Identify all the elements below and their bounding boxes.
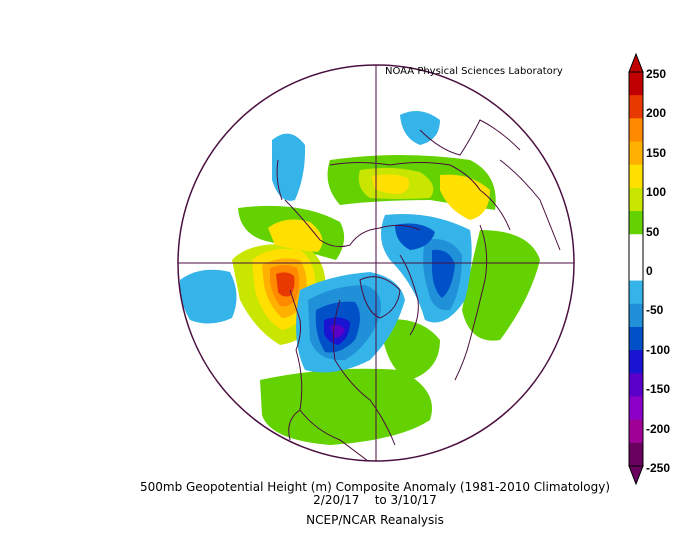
colorbar-tick-label: -250 bbox=[646, 461, 671, 475]
colorbar-segment bbox=[629, 164, 643, 189]
colorbar-segment bbox=[629, 419, 643, 444]
colorbar-segment bbox=[629, 234, 643, 258]
anomaly-positive-band bbox=[380, 319, 440, 380]
colorbar-segment bbox=[629, 442, 643, 467]
anomaly-negative-area bbox=[400, 111, 440, 145]
colorbar-bottom-arrow bbox=[628, 465, 644, 486]
colorbar-segment bbox=[629, 95, 643, 119]
anomaly-negative-area bbox=[179, 269, 237, 324]
colorbar-segment bbox=[629, 187, 643, 212]
colorbar-segment bbox=[629, 350, 643, 374]
colorbar-segment bbox=[629, 257, 643, 282]
colorbar-tick-label: 250 bbox=[646, 67, 667, 81]
caption-title: 500mb Geopotential Height (m) Composite … bbox=[139, 480, 610, 494]
colorbar-segment bbox=[629, 326, 643, 351]
anomaly-negative-core bbox=[395, 223, 435, 250]
caption-dates: 2/20/17 to 3/10/17 bbox=[313, 493, 437, 507]
anomaly-positive-band bbox=[260, 368, 432, 445]
colorbar-segment bbox=[629, 373, 643, 397]
colorbar-segment bbox=[629, 396, 643, 421]
anomaly-field bbox=[179, 111, 540, 445]
anomaly-positive-core bbox=[372, 174, 409, 194]
map-border bbox=[177, 64, 575, 462]
coastlines bbox=[276, 119, 561, 461]
colorbar-tick-label: 200 bbox=[646, 106, 667, 121]
colorbar-segment bbox=[629, 72, 643, 96]
colorbar-tick-label: 100 bbox=[646, 185, 667, 200]
colorbar-tick-label: -150 bbox=[646, 382, 671, 397]
caption-source: NCEP/NCAR Reanalysis bbox=[306, 513, 444, 527]
anomaly-positive-core bbox=[276, 272, 295, 297]
anomaly-negative-area bbox=[272, 133, 306, 201]
colorbar-tick-label: -50 bbox=[646, 303, 664, 318]
colorbar-tick-label: -100 bbox=[646, 342, 671, 357]
colorbar-tick-label: 50 bbox=[646, 224, 660, 239]
colorbar-tick-label: 150 bbox=[646, 145, 667, 160]
colorbar-segment bbox=[629, 280, 643, 305]
colorbar-segment bbox=[629, 303, 643, 328]
colorbar bbox=[628, 52, 644, 486]
credit-label: NOAA Physical Sciences Laboratory bbox=[385, 66, 563, 77]
colorbar-segment bbox=[629, 211, 643, 235]
colorbar-tick-label: -200 bbox=[646, 421, 671, 436]
colorbar-tick-label: 0 bbox=[646, 264, 653, 278]
anomaly-positive-band bbox=[462, 230, 540, 341]
colorbar-segment bbox=[629, 118, 643, 143]
colorbar-top-arrow bbox=[628, 52, 644, 73]
anomaly-positive-core bbox=[268, 219, 323, 252]
colorbar-segment bbox=[629, 141, 643, 166]
anomaly-negative-core bbox=[432, 249, 455, 298]
